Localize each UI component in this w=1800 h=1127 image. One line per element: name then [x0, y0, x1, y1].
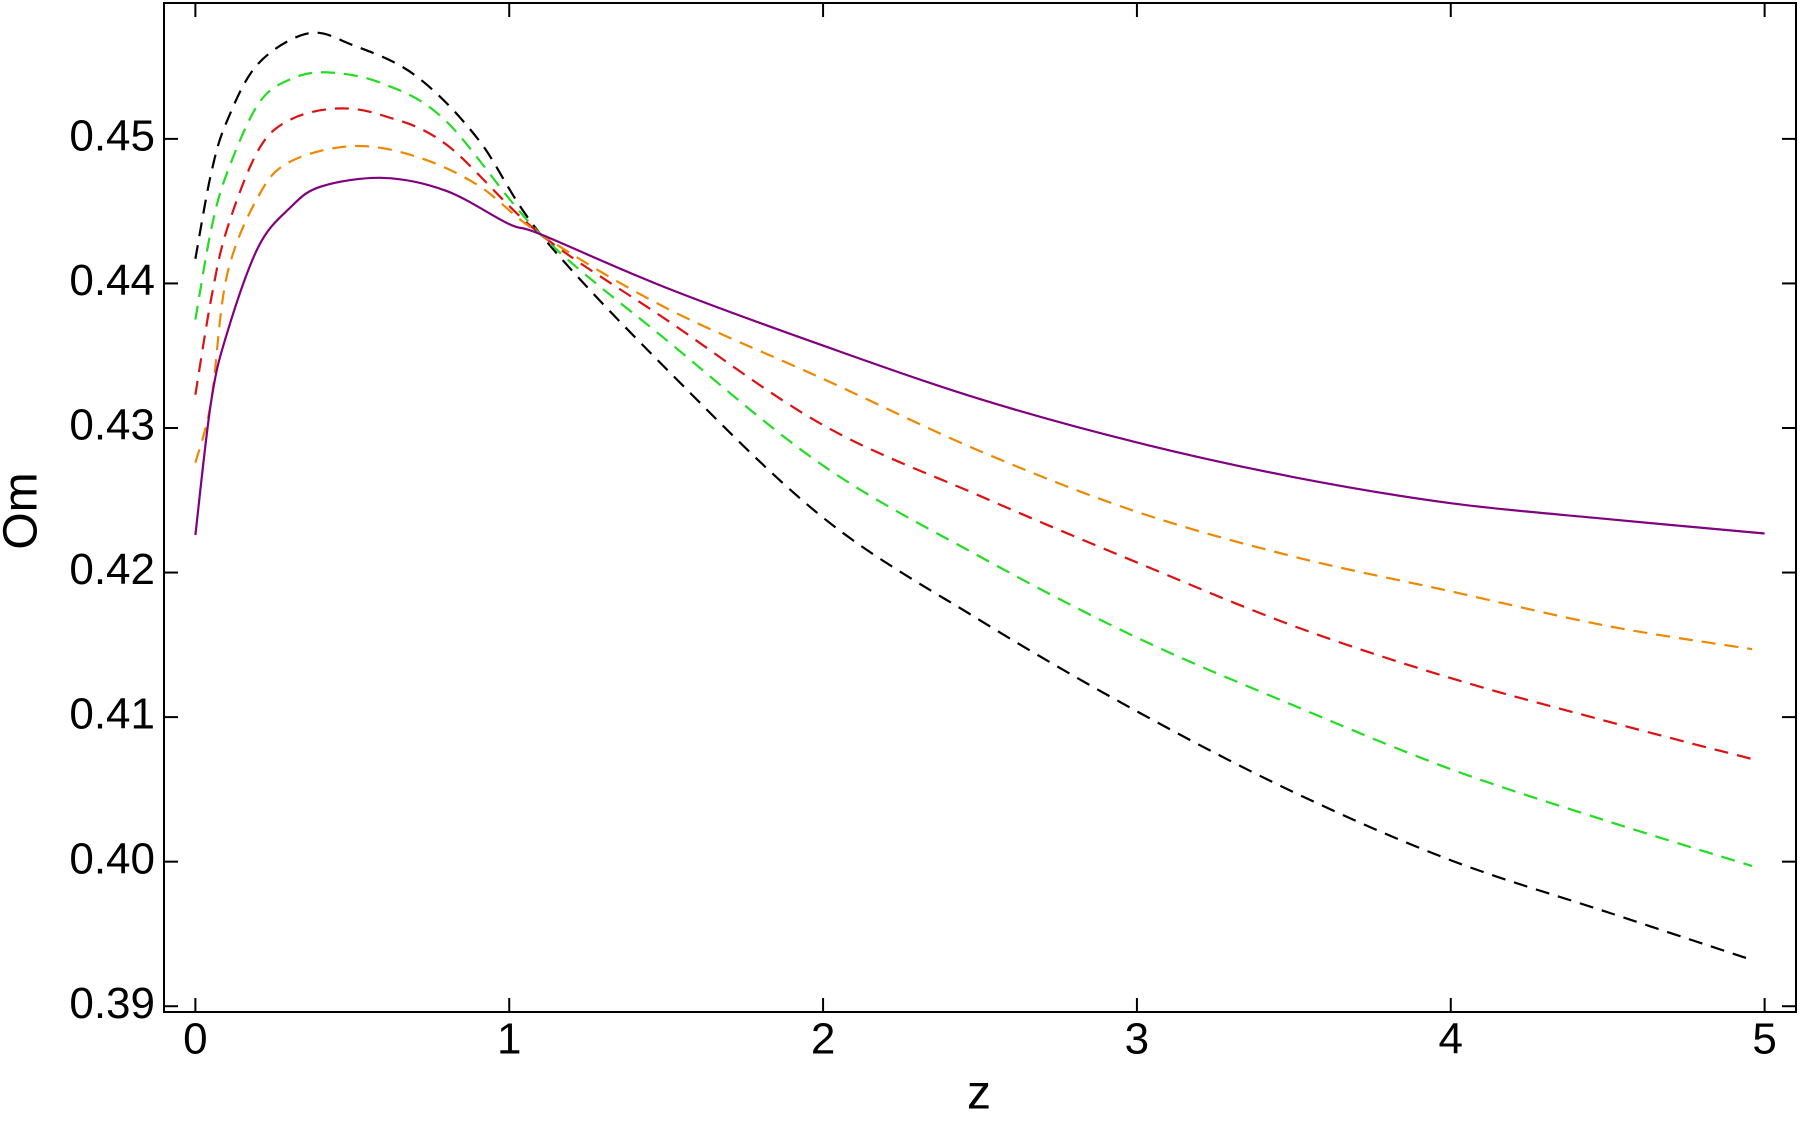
x-tick-label: 2 — [811, 1015, 835, 1064]
y-axis-label: Om — [0, 472, 48, 549]
y-tick-label: 0.45 — [69, 112, 155, 161]
x-tick-label: 1 — [497, 1015, 521, 1064]
series-line — [194, 144, 1753, 651]
x-tick-label: 5 — [1752, 1015, 1776, 1064]
series-line — [194, 71, 1753, 868]
y-tick-label: 0.41 — [69, 690, 155, 739]
x-axis-label: z — [967, 1067, 991, 1120]
plot-frame — [163, 2, 1797, 1013]
y-tick-label: 0.43 — [69, 401, 155, 450]
y-tick-label: 0.42 — [69, 545, 155, 594]
series-line — [194, 107, 1753, 761]
series-line — [194, 31, 1753, 962]
y-tick-label: 0.39 — [69, 979, 155, 1028]
x-tick-label: 0 — [183, 1015, 207, 1064]
series-line — [194, 176, 1765, 536]
y-tick-label: 0.40 — [69, 834, 155, 883]
y-tick-label: 0.44 — [69, 256, 155, 305]
x-tick-label: 4 — [1439, 1015, 1463, 1064]
x-tick-label: 3 — [1125, 1015, 1149, 1064]
